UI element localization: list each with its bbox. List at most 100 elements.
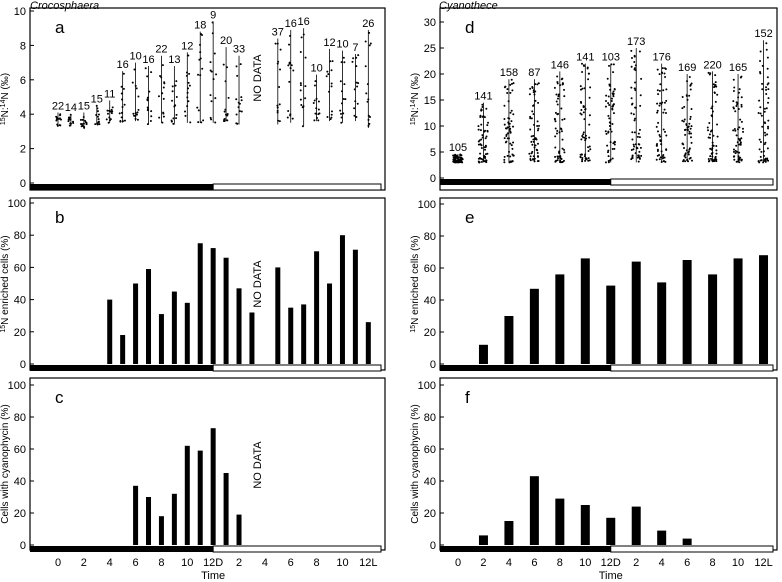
data-point [612,112,615,115]
data-point [634,143,637,146]
data-point [660,161,663,164]
data-point [737,137,740,140]
data-point [633,131,636,134]
data-point [732,129,735,132]
data-point [534,99,537,102]
data-point [68,118,71,121]
data-point [480,146,483,149]
data-point [69,113,72,116]
data-point [364,65,367,68]
n-label: 7 [352,42,358,54]
data-point [715,152,718,155]
data-point [733,86,736,89]
n-label: 141 [576,52,594,64]
data-point [123,119,126,122]
data-point [659,135,662,138]
data-point [655,125,658,128]
data-point [588,114,591,117]
data-point [329,118,332,121]
data-point [485,161,488,164]
data-point [586,66,589,69]
data-point [561,118,564,121]
data-point [630,158,633,161]
data-point [146,106,149,109]
data-point [732,100,735,103]
data-point [150,71,153,74]
data-point [681,107,684,110]
data-point [580,153,583,156]
data-point [630,149,633,152]
data-point [685,95,688,98]
y-tick-label: 40 [14,476,26,488]
data-point [554,120,557,123]
data-point [120,111,123,114]
data-point [506,154,509,157]
panel-d: 0 5 10 15 20 25 30 15N:14N (‰) d 105 141 158 87 146 14… [410,7,778,191]
n-label: 11 [104,88,115,100]
data-point [136,118,139,121]
data-point [107,121,110,124]
data-point [765,92,768,95]
data-point [367,124,370,127]
data-point [353,107,356,110]
data-point [483,146,486,149]
data-point [81,123,84,126]
data-point [767,101,770,104]
dark-period-bar [30,546,214,552]
data-point [638,50,641,53]
data-point [148,90,151,93]
data-point [478,161,481,164]
bar [478,344,488,364]
y-tick-label: 0 [20,359,26,371]
data-point [761,125,764,128]
x-tick-label: 2 [236,557,242,569]
x-tick-label: 2 [81,557,87,569]
n-label: 12 [323,37,335,49]
data-point [690,132,693,135]
data-point [759,60,762,63]
data-point [133,114,136,117]
data-point [738,151,741,154]
data-point [508,125,511,128]
data-point [532,158,535,161]
data-point [737,91,740,94]
data-point [579,85,582,88]
data-point [604,100,607,103]
x-tick-label: 2 [633,557,639,569]
data-point [355,65,358,68]
x-tick-label: 12D [601,557,621,569]
data-point [609,128,612,131]
y-tick-label: 0 [20,178,26,190]
data-point [479,157,482,160]
data-point [633,61,636,64]
x-tick-label: 6 [288,557,294,569]
data-point [210,100,213,103]
y-tick-label: 40 [14,295,26,307]
data-point [560,78,563,81]
data-point [738,88,741,91]
x-tick-label: 10 [336,557,348,569]
data-point [532,89,535,92]
data-point [609,141,612,144]
data-point [189,121,192,124]
y-label-superscript: 15 [410,117,417,125]
data-point [759,159,762,162]
data-point [664,130,667,133]
data-point [69,122,72,125]
x-tick-label: 10 [579,557,591,569]
bar [365,322,371,364]
data-point [537,82,540,85]
data-point [607,149,610,152]
data-point [690,107,693,110]
panel-letter: b [55,208,64,227]
data-point [663,67,666,70]
data-point [368,31,371,34]
data-point [657,93,660,96]
data-point [81,118,84,121]
data-point [637,143,640,146]
panel-f: 0 20 40 60 80 100 Cells with cyanophycin (%) f 0… [410,377,778,582]
data-point [712,144,715,147]
data-point [558,150,561,153]
data-point [291,117,294,120]
data-point [658,134,661,137]
